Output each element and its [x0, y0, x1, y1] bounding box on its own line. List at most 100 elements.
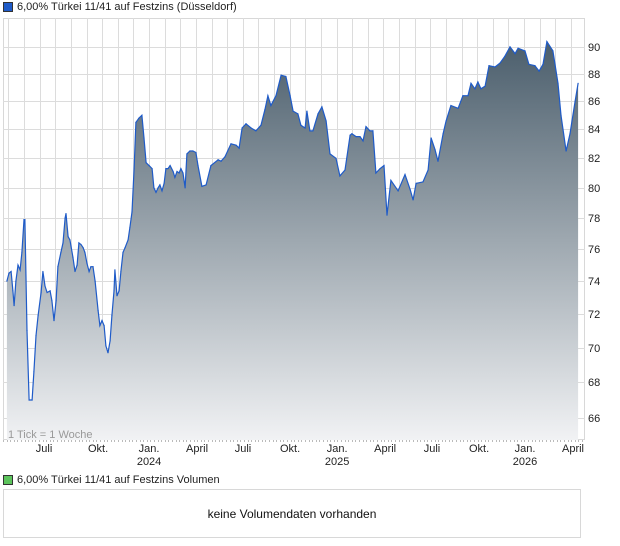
data-point [172, 170, 174, 173]
data-point [69, 239, 71, 241]
data-point [300, 124, 302, 126]
y-tick-label: 86 [588, 95, 601, 108]
data-point [494, 66, 496, 68]
data-point [6, 280, 8, 282]
data-point [42, 270, 44, 273]
data-point [270, 104, 272, 107]
data-point [197, 165, 199, 167]
data-point [329, 153, 331, 155]
data-point [565, 150, 567, 152]
data-point [434, 148, 436, 151]
data-point [484, 85, 486, 87]
data-point [335, 157, 337, 159]
data-point [37, 314, 39, 317]
data-point [517, 47, 519, 49]
data-point [267, 95, 269, 97]
data-point [21, 251, 23, 253]
y-tick-label: 68 [588, 376, 601, 389]
data-point [422, 181, 424, 183]
data-point [415, 182, 417, 184]
data-point [13, 305, 15, 307]
data-point [404, 173, 406, 176]
data-point [409, 188, 411, 190]
y-tick-label: 82 [588, 152, 601, 165]
data-point [470, 82, 472, 84]
data-point [64, 217, 66, 219]
data-point [176, 170, 178, 173]
x-tick-label: Jan. 2024 [137, 443, 161, 469]
data-point [524, 50, 526, 52]
data-point [31, 399, 33, 401]
data-point [55, 300, 57, 302]
data-point [127, 239, 129, 241]
y-tick-label: 90 [588, 41, 601, 54]
data-point [309, 130, 311, 132]
data-point [442, 133, 444, 135]
price-legend-label: 6,00% Türkei 11/41 auf Festzins (Düsseld… [17, 1, 237, 13]
x-tick-label: Jan. 2025 [325, 443, 349, 469]
data-point [557, 82, 559, 84]
data-point [78, 242, 80, 244]
data-point [174, 176, 176, 179]
data-point [210, 165, 212, 167]
data-point [312, 130, 314, 132]
data-point [437, 160, 439, 162]
data-point [534, 65, 536, 67]
data-point [82, 247, 84, 249]
data-point [163, 182, 165, 184]
data-point [349, 134, 351, 136]
data-point [169, 165, 171, 167]
x-tick-month: Juli [423, 443, 441, 455]
data-point [325, 120, 327, 122]
data-point [260, 124, 262, 126]
data-point [457, 107, 459, 109]
volume-empty-message: keine Volumendaten vorhanden [207, 506, 377, 521]
x-tick-month: Jan. [138, 443, 160, 455]
x-tick-month: April [561, 443, 585, 455]
x-tick-label: Juli [36, 443, 53, 456]
data-point [255, 130, 257, 132]
y-tick-label: 72 [588, 308, 601, 321]
data-point [131, 211, 133, 213]
data-point [574, 100, 576, 102]
data-point [80, 243, 82, 246]
data-point [19, 269, 21, 271]
price-legend-swatch [3, 2, 13, 12]
data-point [28, 399, 30, 401]
data-point [386, 214, 388, 216]
data-point [60, 251, 62, 253]
data-point [178, 172, 180, 174]
y-tick-label: 88 [588, 68, 601, 81]
data-point [306, 110, 308, 112]
data-point [138, 117, 140, 119]
data-point [116, 295, 118, 297]
y-tick-label: 66 [588, 412, 601, 425]
data-point [369, 130, 371, 132]
data-point [528, 63, 530, 65]
data-point [15, 280, 17, 282]
data-point [72, 256, 74, 258]
data-point [238, 147, 240, 149]
data-point [159, 184, 161, 186]
data-point [552, 50, 554, 52]
data-point [145, 162, 147, 164]
y-tick-label: 78 [588, 212, 601, 225]
data-point [220, 160, 222, 162]
data-point [12, 290, 14, 292]
data-point [122, 251, 124, 253]
data-point [488, 65, 490, 67]
volume-legend: 6,00% Türkei 11/41 auf Festzins Volumen [3, 474, 220, 486]
data-point [192, 150, 194, 152]
data-point [92, 266, 94, 268]
data-point [86, 262, 88, 265]
data-point [35, 335, 37, 337]
y-tick-label: 80 [588, 182, 601, 195]
data-point [157, 187, 159, 189]
y-tick-label: 84 [588, 123, 601, 136]
data-point [546, 40, 548, 43]
data-point [8, 272, 10, 274]
data-point [148, 165, 150, 167]
x-tick-label: Juli [424, 443, 441, 456]
data-point [427, 169, 429, 171]
data-point [90, 266, 92, 268]
